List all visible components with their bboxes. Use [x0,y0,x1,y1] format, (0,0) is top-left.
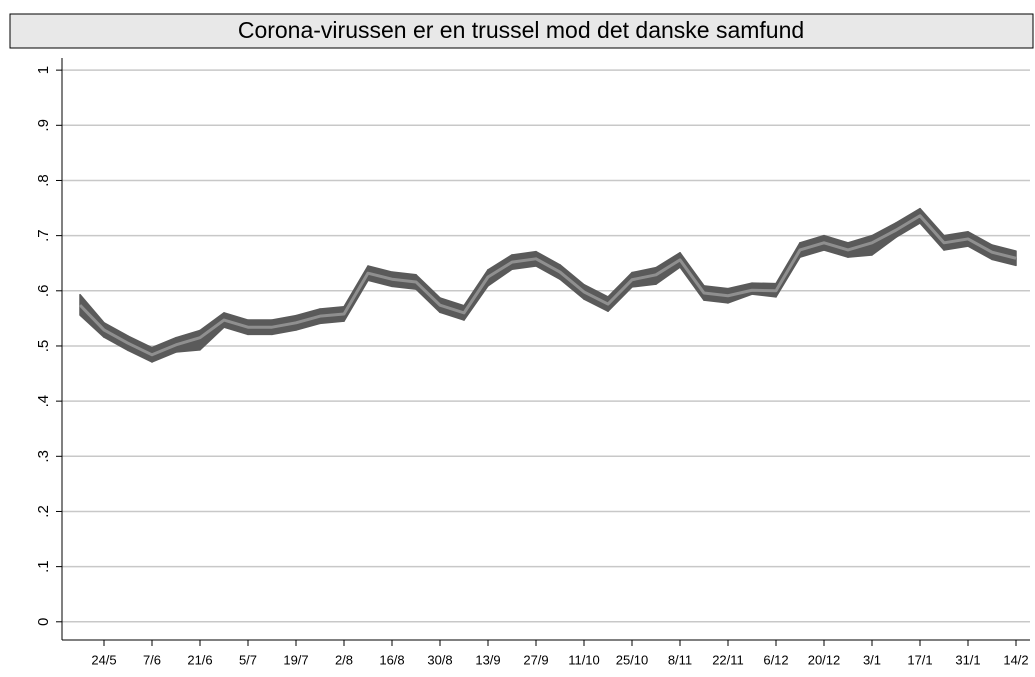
x-tick-label: 6/12 [763,652,788,667]
confidence-band [199,312,225,351]
chart-title: Corona-virussen er en trussel mod det da… [238,17,804,43]
y-tick-label: .7 [35,229,52,242]
x-tick-label: 5/7 [239,652,257,667]
x-tick-label: 25/10 [616,652,649,667]
x-tick-label: 24/5 [91,652,116,667]
y-tick-label: .5 [35,340,52,353]
x-tick-label: 11/10 [568,652,600,667]
x-tick-label: 13/9 [475,652,500,667]
y-tick-label: 0 [35,618,52,626]
confidence-band [871,222,897,256]
y-tick-label: .4 [35,395,52,408]
x-tick-label: 19/7 [283,652,308,667]
y-tick-label: .3 [35,450,52,463]
x-tick-label: 14/2 [1003,652,1028,667]
x-tick-label: 7/6 [143,652,161,667]
x-tick-label: 16/8 [379,652,404,667]
x-tick-label: 20/12 [808,652,841,667]
x-tick-label: 8/11 [668,652,692,667]
y-tick-label: .6 [35,285,52,298]
y-tick-label: .2 [35,505,52,518]
x-tick-label: 31/1 [955,652,980,667]
y-tick-label: .8 [35,174,52,187]
y-tick-label: .9 [35,119,52,132]
x-tick-label: 3/1 [863,652,881,667]
x-tick-label: 27/9 [523,652,548,667]
x-tick-label: 22/11 [712,652,744,667]
y-tick-label: 1 [35,66,52,74]
x-tick-label: 2/8 [335,652,353,667]
x-tick-label: 21/6 [187,652,212,667]
y-tick-label: .1 [35,560,52,573]
x-tick-label: 30/8 [427,652,452,667]
x-tick-label: 17/1 [907,652,932,667]
estimate-line [78,214,1017,357]
title-box [9,13,1034,49]
